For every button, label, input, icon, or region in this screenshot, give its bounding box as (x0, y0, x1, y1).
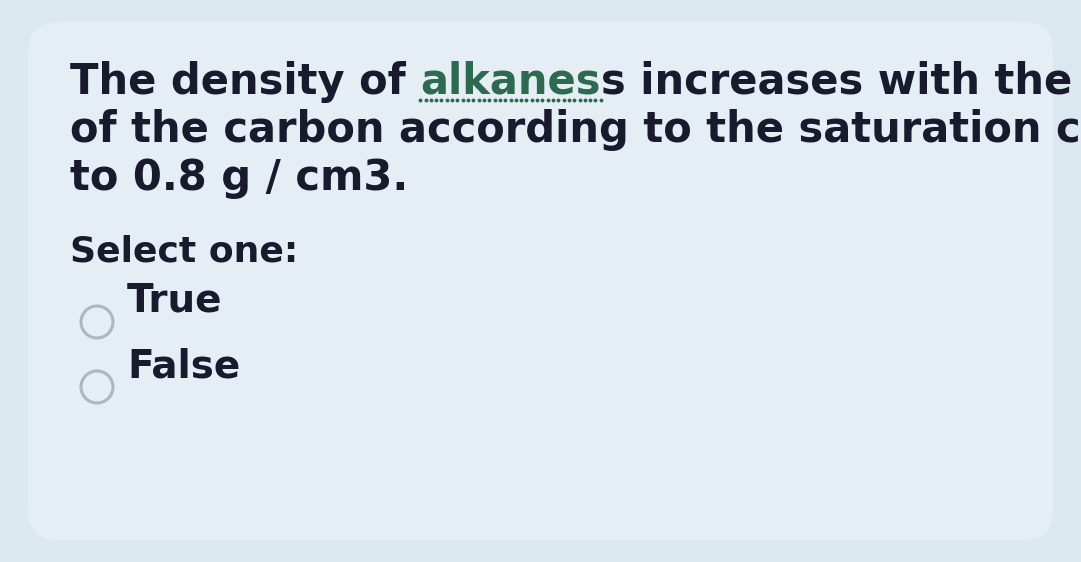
Text: True: True (126, 282, 223, 320)
Text: Select one:: Select one: (70, 235, 298, 269)
Text: of the carbon according to the saturation curve up: of the carbon according to the saturatio… (70, 109, 1081, 151)
Text: False: False (126, 347, 240, 385)
Text: to 0.8 g / cm3.: to 0.8 g / cm3. (70, 157, 409, 199)
Text: The density of: The density of (70, 61, 421, 103)
FancyBboxPatch shape (28, 22, 1053, 540)
Text: alkanes: alkanes (421, 61, 601, 103)
Text: s increases with the number: s increases with the number (601, 61, 1081, 103)
